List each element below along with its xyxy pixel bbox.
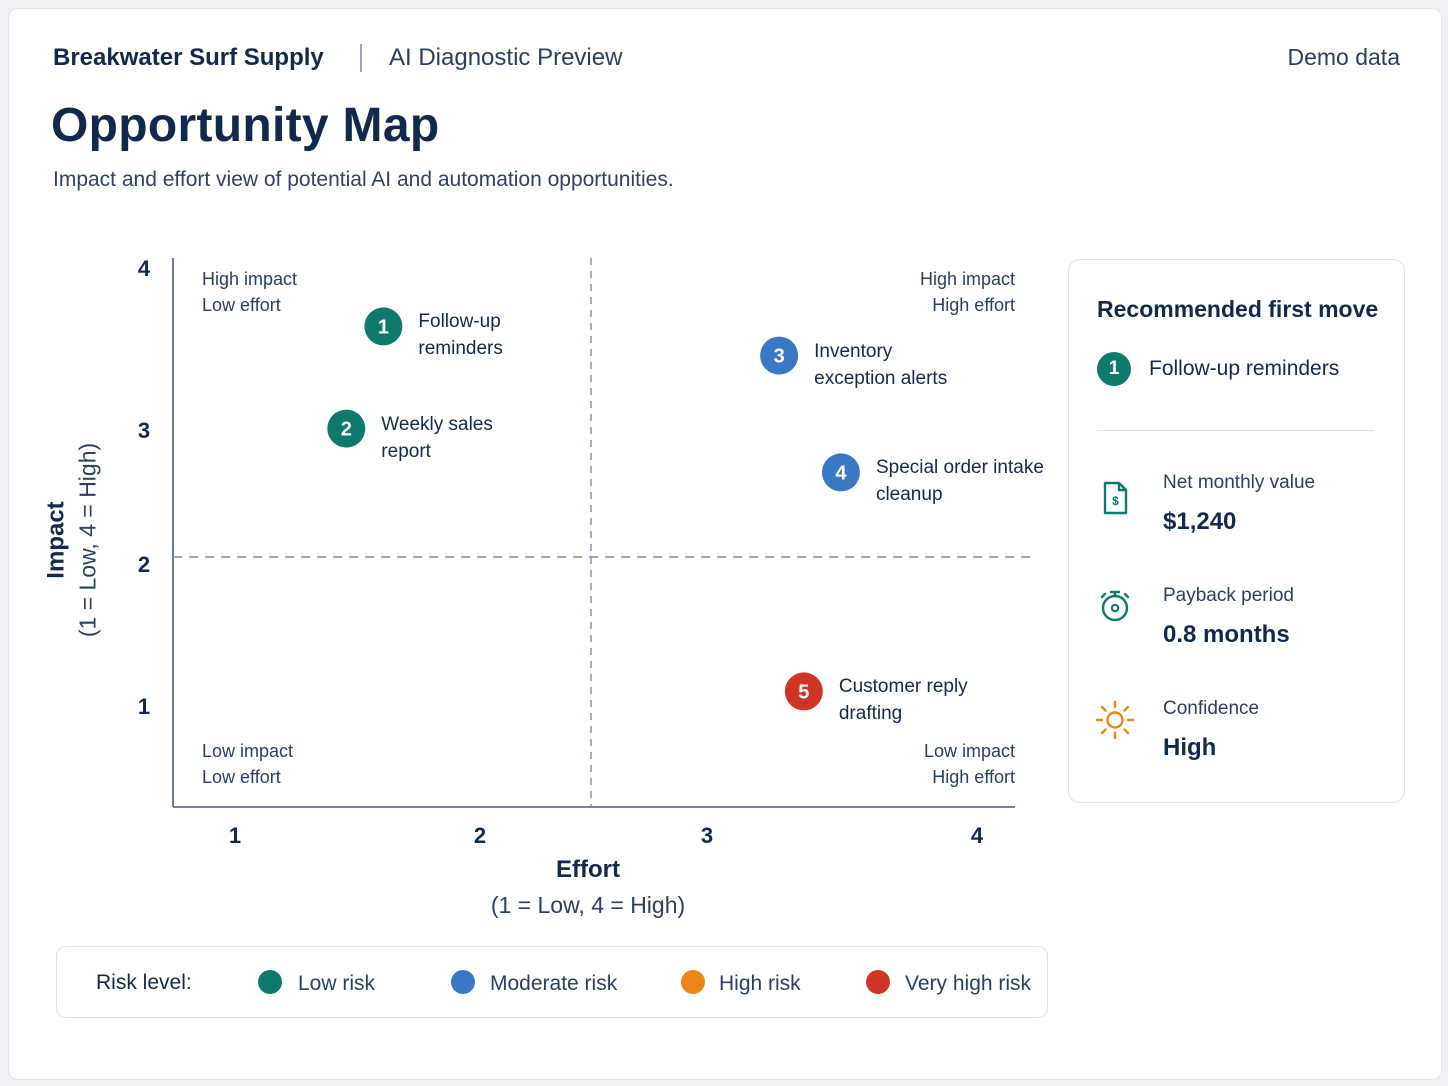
point-number: 4 bbox=[835, 462, 847, 484]
point-label-line: Follow-up bbox=[418, 311, 501, 333]
metric-value-confidence: High bbox=[1163, 734, 1217, 761]
quadrant-line: High effort bbox=[932, 767, 1015, 787]
recommendation-panel: Recommended first move 1 Follow-up remin… bbox=[1068, 259, 1405, 803]
x-axis-sublabel: (1 = Low, 4 = High) bbox=[490, 892, 686, 918]
quadrant-line: High impact bbox=[202, 269, 298, 289]
y-tick-label: 3 bbox=[138, 418, 150, 443]
metric-label-payback: Payback period bbox=[1163, 585, 1294, 606]
y-axis-sublabel: (1 = Low, 4 = High) bbox=[74, 442, 101, 638]
point-label-line: exception alerts bbox=[814, 367, 948, 389]
quadrant-label-bottom-left: Low impact Low effort bbox=[202, 738, 293, 790]
quadrant-label-top-left: High impact Low effort bbox=[202, 266, 297, 318]
metric-value-net-value: $1,240 bbox=[1163, 508, 1237, 535]
point-label-line: report bbox=[381, 440, 431, 462]
point-label-line: Weekly sales bbox=[381, 413, 493, 435]
x-tick-label: 4 bbox=[971, 823, 984, 848]
point-label-line: reminders bbox=[418, 338, 503, 360]
panel-title: Recommended first move bbox=[1097, 296, 1379, 322]
x-tick-label: 2 bbox=[474, 823, 486, 848]
point-number: 2 bbox=[341, 419, 352, 441]
metric-value-payback: 0.8 months bbox=[1163, 621, 1290, 648]
point-label-line: cleanup bbox=[875, 484, 943, 506]
legend-dot-very-high-risk bbox=[866, 970, 890, 994]
x-tick-label: 3 bbox=[701, 823, 713, 848]
page-subtitle: Impact and effort view of potential AI a… bbox=[53, 168, 674, 191]
point-marker bbox=[327, 409, 366, 448]
legend-dot-moderate-risk bbox=[451, 970, 475, 994]
y-tick-label: 1 bbox=[138, 694, 150, 719]
point-label: Customer reply drafting bbox=[839, 673, 968, 727]
point-marker bbox=[784, 672, 823, 711]
quadrant-line: Low impact bbox=[202, 741, 294, 761]
legend-label-very-high-risk: Very high risk bbox=[905, 972, 1032, 995]
point-label-line: drafting bbox=[838, 703, 903, 725]
recommendation-badge: 1 bbox=[1097, 352, 1131, 386]
legend-dot-high-risk bbox=[681, 970, 705, 994]
header-divider bbox=[360, 44, 362, 72]
x-tick-label: 1 bbox=[229, 823, 241, 848]
point-label-line: Special order intake bbox=[875, 457, 1044, 479]
quadrant-line: Low effort bbox=[202, 295, 281, 315]
invoice-dollar-icon: $ bbox=[1103, 481, 1128, 515]
metric-label-confidence: Confidence bbox=[1163, 698, 1260, 719]
point-label-line: Inventory bbox=[814, 340, 893, 362]
legend-label-moderate-risk: Moderate risk bbox=[490, 972, 618, 995]
quadrant-label-bottom-right: Low impact High effort bbox=[924, 738, 1015, 790]
stopwatch-icon bbox=[1100, 590, 1130, 622]
legend-title: Risk level: bbox=[96, 971, 192, 994]
y-tick-label: 4 bbox=[138, 256, 151, 281]
y-tick-label: 2 bbox=[138, 552, 150, 577]
point-label: Inventory exception alerts bbox=[814, 338, 947, 392]
quadrant-line: Low effort bbox=[202, 767, 281, 787]
x-axis-label: Effort bbox=[556, 856, 620, 883]
context-label: AI Diagnostic Preview bbox=[389, 44, 623, 71]
point-label-line: Customer reply bbox=[838, 676, 968, 698]
point-number: 3 bbox=[774, 346, 785, 368]
risk-legend: Risk level: Low risk Moderate risk High … bbox=[56, 946, 1048, 1018]
legend-dot-low-risk bbox=[258, 970, 282, 994]
quadrant-line: High impact bbox=[919, 269, 1015, 289]
sun-icon bbox=[1095, 700, 1135, 740]
legend-label-high-risk: High risk bbox=[719, 972, 801, 995]
point-label: Weekly sales report bbox=[381, 411, 493, 465]
metric-label-net-value: Net monthly value bbox=[1163, 472, 1316, 493]
recommendation-label: Follow-up reminders bbox=[1149, 357, 1340, 380]
y-axis-title: Impact (1 = Low, 4 = High) bbox=[43, 443, 102, 637]
x-axis-title: Effort (1 = Low, 4 = High) bbox=[491, 856, 685, 919]
page-title: Opportunity Map bbox=[51, 99, 440, 152]
svg-text:$: $ bbox=[1112, 494, 1119, 508]
legend-label-low-risk: Low risk bbox=[298, 972, 376, 995]
y-axis-label: Impact bbox=[42, 501, 70, 579]
point-marker bbox=[364, 307, 403, 346]
point-number: 5 bbox=[798, 681, 809, 703]
point-marker bbox=[760, 336, 799, 375]
panel-divider bbox=[1097, 430, 1374, 431]
quadrant-label-top-right: High impact High effort bbox=[920, 266, 1015, 318]
quadrant-line: High effort bbox=[932, 295, 1015, 315]
point-label: Follow-up reminders bbox=[418, 308, 502, 362]
point-marker bbox=[821, 453, 860, 492]
point-label: Special order intake cleanup bbox=[876, 454, 1044, 508]
brand-name: Breakwater Surf Supply bbox=[53, 44, 324, 71]
quadrant-line: Low impact bbox=[923, 741, 1015, 761]
point-number: 1 bbox=[378, 316, 389, 338]
data-note: Demo data bbox=[1287, 44, 1400, 70]
